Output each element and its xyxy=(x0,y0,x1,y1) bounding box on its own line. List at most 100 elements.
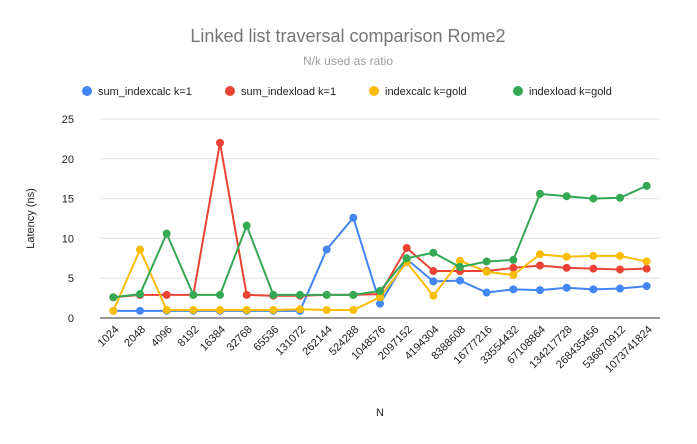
data-point xyxy=(616,265,624,274)
data-point xyxy=(589,264,598,273)
y-tick-label: 5 xyxy=(68,273,74,285)
data-point xyxy=(562,252,571,261)
x-tick-label: 4096 xyxy=(149,324,175,350)
x-tick-label: 32768 xyxy=(225,324,255,354)
data-point xyxy=(509,285,518,294)
data-point xyxy=(269,290,278,299)
legend: sum_indexcalc k=1 sum_indexload k=1 indexc… xyxy=(82,86,612,98)
gridlines xyxy=(100,118,660,279)
data-point xyxy=(136,290,144,299)
legend-marker xyxy=(82,86,92,96)
x-tick-label: 2048 xyxy=(122,324,148,350)
legend-marker xyxy=(225,86,235,96)
series-layer xyxy=(109,138,651,315)
data-point xyxy=(482,288,491,297)
data-point xyxy=(456,263,464,272)
data-point xyxy=(136,306,144,315)
data-point xyxy=(456,256,464,265)
data-point xyxy=(269,306,278,315)
chart-title: Linked list traversal comparison Rome2 xyxy=(190,26,505,46)
data-point xyxy=(429,267,438,276)
data-point xyxy=(589,251,598,260)
data-point xyxy=(589,194,598,203)
legend-item: sum_indexload k=1 xyxy=(225,86,336,98)
y-axis-ticks: 0 5 10 15 20 25 xyxy=(62,114,74,325)
legend-label: sum_indexcalc k=1 xyxy=(98,86,192,98)
data-point xyxy=(349,306,358,315)
data-point xyxy=(216,138,224,147)
legend-marker xyxy=(369,86,379,96)
legend-item: indexcalc k=gold xyxy=(369,86,467,98)
data-point xyxy=(349,213,358,222)
y-axis-title: Latency (ns) xyxy=(25,188,37,249)
data-point xyxy=(482,257,491,266)
series-line xyxy=(113,184,648,299)
data-point xyxy=(322,245,331,254)
data-point xyxy=(562,263,571,272)
data-point xyxy=(642,282,651,291)
data-point xyxy=(162,306,171,315)
legend-label: sum_indexload k=1 xyxy=(241,86,336,98)
y-tick-label: 0 xyxy=(68,313,74,325)
legend-item: indexload k=gold xyxy=(513,86,612,98)
data-point xyxy=(189,290,198,299)
data-point xyxy=(322,306,331,315)
data-point xyxy=(562,283,571,292)
data-point xyxy=(296,305,304,314)
data-point xyxy=(162,229,171,238)
data-point xyxy=(402,254,411,263)
data-point xyxy=(109,306,118,315)
legend-label: indexload k=gold xyxy=(529,86,612,98)
x-axis-ticks: 1024 2048 4096 8192163843276865536131072262… xyxy=(96,324,655,376)
legend-label: indexcalc k=gold xyxy=(385,86,467,98)
data-point xyxy=(616,193,624,202)
y-tick-label: 20 xyxy=(62,154,74,166)
data-point xyxy=(536,286,544,295)
data-point xyxy=(376,299,384,308)
data-point xyxy=(136,245,144,254)
chart-subtitle: N/k used as ratio xyxy=(303,54,393,68)
data-point xyxy=(536,250,544,259)
data-point xyxy=(349,290,358,299)
data-point xyxy=(562,192,571,201)
x-tick-label: 16384 xyxy=(198,324,228,354)
data-point xyxy=(429,277,438,286)
data-point xyxy=(242,221,251,230)
legend-item: sum_indexcalc k=1 xyxy=(82,86,192,98)
y-tick-label: 25 xyxy=(62,114,74,126)
series-1 xyxy=(109,138,651,302)
data-point xyxy=(509,263,518,272)
data-point xyxy=(616,251,624,260)
data-point xyxy=(642,257,651,266)
data-point xyxy=(509,271,518,280)
data-point xyxy=(402,243,411,252)
data-point xyxy=(536,189,544,198)
y-tick-label: 15 xyxy=(62,194,74,206)
data-point xyxy=(109,293,118,302)
data-point xyxy=(376,293,384,302)
data-point xyxy=(376,286,384,295)
data-point xyxy=(242,290,251,299)
y-tick-label: 10 xyxy=(62,233,74,245)
data-point xyxy=(429,291,438,300)
data-point xyxy=(322,290,331,299)
x-axis-title: N xyxy=(376,407,384,419)
data-point xyxy=(296,290,304,299)
series-3 xyxy=(109,181,651,302)
data-point xyxy=(482,267,491,276)
data-point xyxy=(456,276,464,285)
data-point xyxy=(616,284,624,293)
series-2 xyxy=(109,245,651,315)
data-point xyxy=(429,248,438,257)
series-line xyxy=(113,141,647,299)
data-point xyxy=(189,306,198,315)
data-point xyxy=(162,290,171,299)
data-point xyxy=(642,264,651,273)
data-point xyxy=(509,255,518,264)
data-point xyxy=(642,181,651,190)
data-point xyxy=(216,290,224,299)
data-point xyxy=(242,306,251,315)
legend-marker xyxy=(513,86,523,96)
